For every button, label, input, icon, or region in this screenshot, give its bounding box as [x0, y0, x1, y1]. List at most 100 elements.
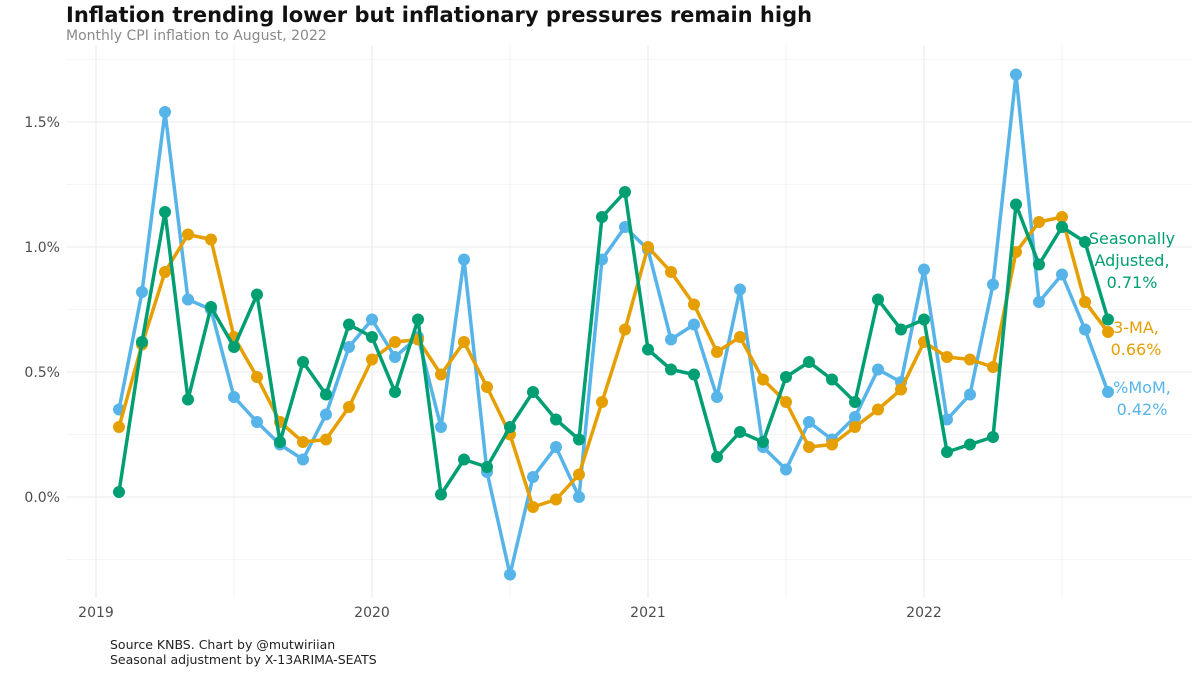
data-point-mom: [964, 388, 976, 401]
data-point-mom: [435, 421, 447, 433]
data-point-three_ma: [665, 266, 677, 278]
series-line-mom: [117, 72, 1110, 577]
chart-title: Inflation trending lower but inflationar…: [66, 3, 813, 27]
data-point-seasonally_adjusted: [849, 396, 861, 408]
data-point-three_ma: [734, 331, 746, 343]
data-point-mom: [320, 408, 332, 421]
data-point-seasonally_adjusted: [803, 356, 815, 368]
data-point-three_ma: [757, 373, 769, 386]
data-point-mom: [803, 416, 815, 428]
data-point-seasonally_adjusted: [573, 433, 585, 446]
data-point-seasonally_adjusted: [527, 386, 539, 398]
data-point-three_ma: [1033, 216, 1045, 228]
data-point-mom: [573, 491, 585, 503]
data-point-seasonally_adjusted: [1033, 258, 1045, 271]
end-label-line: 3-MA,: [1113, 318, 1159, 337]
data-point-three_ma: [619, 323, 631, 336]
series-line-seasonally_adjusted: [117, 190, 1110, 497]
data-point-three_ma: [1056, 211, 1068, 223]
data-point-three_ma: [964, 353, 976, 366]
data-point-mom: [136, 286, 148, 298]
data-point-mom: [1102, 386, 1114, 398]
data-point-seasonally_adjusted: [274, 436, 286, 448]
data-point-seasonally_adjusted: [941, 446, 953, 458]
end-label-line: %MoM,: [1113, 378, 1171, 397]
data-point-three_ma: [596, 396, 608, 408]
data-point-three_ma: [1102, 326, 1114, 338]
data-point-seasonally_adjusted: [435, 488, 447, 501]
data-point-three_ma: [688, 298, 700, 311]
data-point-mom: [389, 351, 401, 363]
data-point-three_ma: [297, 436, 309, 448]
data-point-seasonally_adjusted: [550, 413, 562, 426]
data-point-mom: [918, 263, 930, 276]
data-point-three_ma: [343, 401, 355, 413]
data-point-seasonally_adjusted: [872, 293, 884, 306]
data-point-seasonally_adjusted: [504, 421, 516, 433]
data-point-mom: [1033, 296, 1045, 308]
data-point-seasonally_adjusted: [826, 373, 838, 386]
data-point-mom: [780, 463, 792, 476]
data-point-mom: [182, 293, 194, 306]
data-point-mom: [366, 313, 378, 326]
end-label-line: Seasonally: [1089, 229, 1175, 248]
data-point-seasonally_adjusted: [1102, 313, 1114, 326]
data-point-three_ma: [366, 353, 378, 366]
data-point-three_ma: [642, 241, 654, 253]
y-tick-label: 0.5%: [24, 365, 60, 381]
end-label-line: 0.66%: [1111, 340, 1162, 359]
data-point-seasonally_adjusted: [251, 288, 263, 301]
data-point-three_ma: [550, 493, 562, 506]
data-point-three_ma: [803, 441, 815, 453]
data-point-seasonally_adjusted: [711, 451, 723, 463]
data-point-seasonally_adjusted: [136, 336, 148, 348]
data-point-three_ma: [481, 381, 493, 393]
data-point-three_ma: [872, 403, 884, 416]
data-point-seasonally_adjusted: [113, 486, 125, 498]
data-point-seasonally_adjusted: [642, 343, 654, 356]
x-tick-label: 2019: [78, 605, 114, 621]
data-point-three_ma: [251, 371, 263, 383]
data-point-seasonally_adjusted: [228, 341, 240, 353]
data-point-seasonally_adjusted: [297, 356, 309, 368]
data-point-seasonally_adjusted: [205, 301, 217, 313]
data-point-mom: [527, 471, 539, 483]
data-point-mom: [941, 413, 953, 426]
data-point-three_ma: [1079, 296, 1091, 308]
data-point-mom: [1010, 68, 1022, 81]
data-point-seasonally_adjusted: [412, 313, 424, 326]
data-point-mom: [665, 333, 677, 346]
data-point-mom: [688, 318, 700, 331]
data-point-three_ma: [527, 501, 539, 513]
data-point-seasonally_adjusted: [458, 453, 470, 466]
data-point-three_ma: [182, 228, 194, 241]
data-point-mom: [458, 253, 470, 266]
data-point-mom: [849, 411, 861, 423]
y-tick-label: 0.0%: [24, 490, 60, 506]
data-point-three_ma: [205, 233, 217, 246]
data-point-three_ma: [320, 433, 332, 446]
data-point-seasonally_adjusted: [757, 436, 769, 448]
data-point-mom: [297, 453, 309, 466]
data-point-mom: [228, 391, 240, 403]
source-caption: Source KNBS. Chart by @mutwiriian: [110, 637, 336, 652]
data-point-mom: [734, 283, 746, 296]
data-point-three_ma: [711, 346, 723, 358]
data-point-mom: [1079, 323, 1091, 336]
data-point-seasonally_adjusted: [182, 393, 194, 406]
end-label-line: 0.42%: [1117, 400, 1168, 419]
end-label-line: Adjusted,: [1094, 251, 1169, 270]
data-point-mom: [159, 106, 171, 118]
data-point-three_ma: [113, 421, 125, 433]
data-point-seasonally_adjusted: [1056, 221, 1068, 233]
data-point-seasonally_adjusted: [619, 186, 631, 198]
y-tick-label: 1.0%: [24, 240, 60, 256]
data-point-seasonally_adjusted: [343, 318, 355, 331]
data-point-seasonally_adjusted: [320, 388, 332, 401]
data-point-mom: [504, 568, 516, 581]
data-point-seasonally_adjusted: [389, 386, 401, 398]
data-point-seasonally_adjusted: [159, 206, 171, 218]
method-caption: Seasonal adjustment by X-13ARIMA-SEATS: [110, 652, 377, 667]
data-point-three_ma: [159, 266, 171, 278]
